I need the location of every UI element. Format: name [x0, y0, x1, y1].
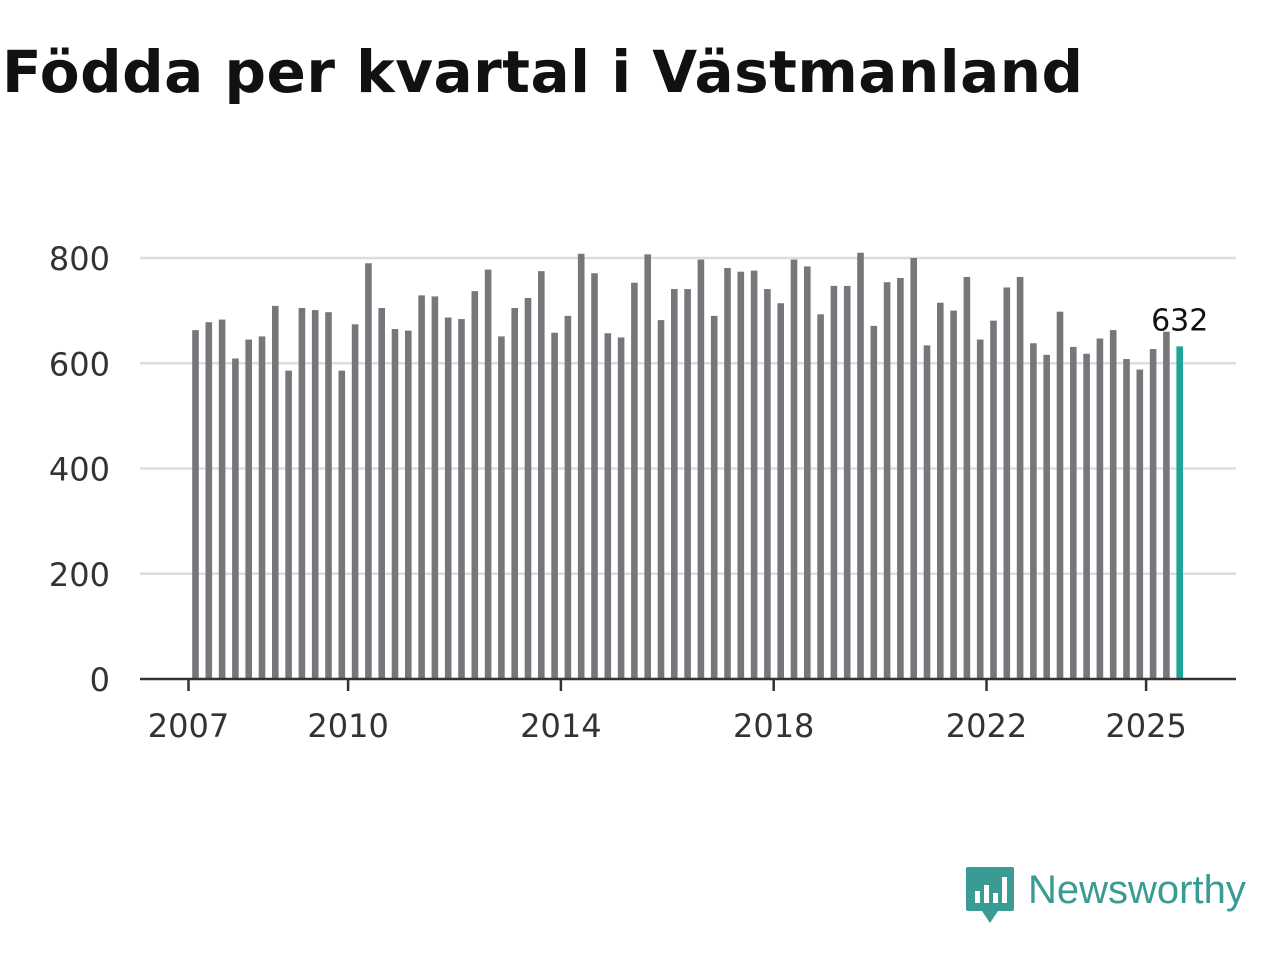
bar	[1123, 359, 1130, 679]
bar	[418, 295, 425, 679]
bar	[857, 252, 864, 680]
bar	[604, 333, 612, 679]
bar	[897, 277, 904, 679]
bar	[1083, 353, 1090, 679]
y-tick-label: 200	[49, 556, 110, 594]
bar	[471, 291, 479, 679]
bar	[1003, 287, 1011, 679]
bar	[1096, 338, 1104, 679]
bar	[391, 329, 399, 679]
bar	[777, 303, 784, 679]
bar	[591, 273, 598, 679]
bar	[976, 339, 984, 679]
bar	[365, 263, 372, 679]
bar	[498, 336, 505, 679]
bar	[883, 282, 891, 679]
axes	[140, 677, 1236, 691]
bar	[870, 325, 878, 679]
bar	[458, 319, 465, 679]
bar	[1149, 349, 1157, 679]
bar	[484, 269, 492, 679]
bar	[724, 267, 731, 679]
x-tick-label: 2022	[946, 707, 1027, 745]
bar	[990, 320, 997, 679]
bar	[272, 305, 279, 679]
y-tick-label: 600	[49, 345, 110, 383]
newsworthy-logo-icon	[966, 867, 1014, 923]
chart-title: Födda per kvartal i Västmanland	[2, 38, 1084, 106]
bar	[764, 289, 771, 679]
bar	[1136, 369, 1144, 679]
bar	[1163, 331, 1170, 679]
x-tick-label: 2007	[148, 707, 229, 745]
bar	[697, 259, 705, 679]
bar-highlight	[1176, 346, 1183, 679]
y-tick-label: 0	[90, 661, 110, 699]
bar	[378, 307, 385, 679]
x-tick-label: 2018	[733, 707, 814, 745]
bar	[511, 307, 518, 679]
bar	[577, 253, 585, 680]
bar	[405, 330, 412, 679]
bar	[617, 337, 625, 679]
bar	[950, 310, 957, 679]
bar	[564, 315, 572, 679]
bar	[804, 266, 811, 679]
branding: Newsworthy	[964, 864, 1246, 928]
bar	[351, 324, 359, 679]
bar	[1030, 343, 1037, 679]
bar	[963, 276, 971, 679]
bar	[910, 258, 917, 679]
bar	[538, 271, 545, 679]
bar	[1056, 311, 1064, 679]
brand-name: Newsworthy	[1028, 867, 1246, 912]
labels: 0 200 400 600 800 2007 2010 2014 2018 2022 2025 632	[49, 240, 1208, 745]
bar	[1016, 276, 1024, 679]
bar	[285, 370, 292, 679]
bar	[192, 330, 199, 679]
bar	[631, 282, 638, 679]
bar	[258, 336, 266, 679]
bar	[431, 296, 439, 679]
bar	[671, 289, 678, 679]
bar	[684, 289, 691, 679]
x-tick-label: 2010	[307, 707, 388, 745]
bar	[311, 310, 319, 679]
highlight-data-label: 632	[1151, 303, 1208, 338]
bar	[737, 271, 745, 679]
bar	[1109, 330, 1117, 679]
bar	[1070, 346, 1077, 679]
bars	[192, 252, 1183, 680]
bar	[1043, 354, 1050, 679]
bar	[830, 285, 838, 679]
bar	[245, 339, 252, 679]
bar	[817, 314, 824, 679]
bar	[325, 312, 332, 679]
bar	[524, 297, 532, 679]
x-tick-label: 2025	[1105, 707, 1186, 745]
bar	[551, 332, 558, 679]
bar	[937, 302, 944, 679]
bar	[710, 315, 718, 679]
bar	[923, 345, 931, 679]
x-tick-label: 2014	[520, 707, 601, 745]
bar	[218, 319, 226, 679]
bar	[843, 285, 851, 679]
bar	[444, 317, 452, 679]
bar	[232, 358, 239, 679]
bar	[657, 320, 665, 679]
bar	[298, 307, 306, 679]
bar	[644, 254, 651, 679]
bar	[205, 322, 213, 679]
bar	[750, 270, 758, 679]
y-tick-label: 400	[49, 451, 110, 489]
bar	[790, 259, 798, 679]
bar	[338, 370, 346, 679]
y-tick-label: 800	[49, 240, 110, 278]
